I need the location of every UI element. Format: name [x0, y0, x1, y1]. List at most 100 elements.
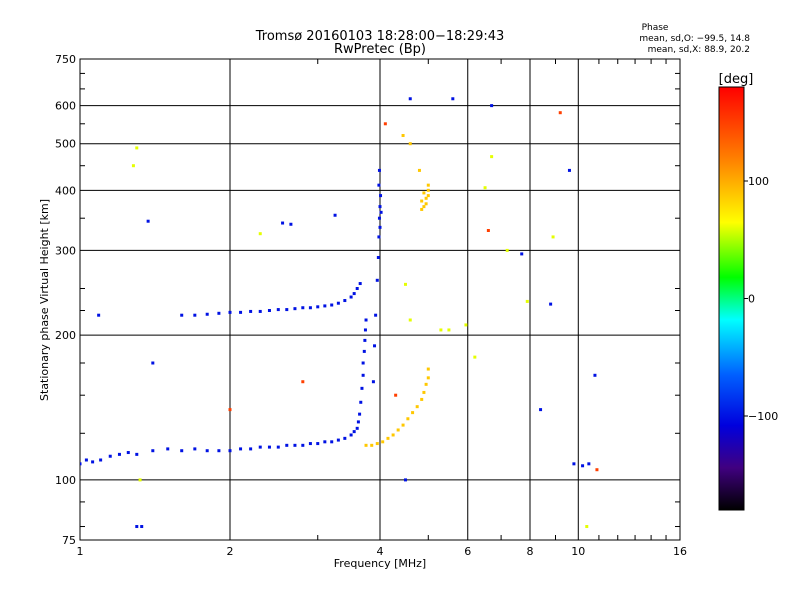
- data-point: [140, 525, 144, 529]
- data-point: [417, 168, 421, 172]
- data-point: [323, 304, 327, 308]
- x-tick-label: 6: [464, 545, 471, 558]
- data-point: [193, 447, 197, 451]
- data-point: [330, 303, 334, 307]
- data-point: [131, 164, 135, 168]
- data-point: [333, 213, 337, 217]
- data-point: [308, 442, 312, 446]
- data-point: [375, 278, 379, 282]
- data-point: [359, 400, 363, 404]
- data-point: [343, 299, 347, 303]
- data-point: [99, 458, 103, 462]
- data-point: [386, 436, 390, 440]
- colorbar-tick-label: −100: [748, 410, 778, 423]
- phase-info-x: mean, sd,X: 88.9, 20.2: [648, 45, 750, 55]
- data-point: [420, 397, 424, 401]
- colorbar: [718, 86, 745, 511]
- data-point: [549, 302, 553, 306]
- data-point: [293, 307, 297, 311]
- data-point: [426, 367, 430, 371]
- data-point: [379, 194, 383, 198]
- data-point: [376, 255, 380, 259]
- grid-lines: [80, 59, 680, 540]
- data-point: [358, 282, 362, 286]
- data-point: [258, 309, 262, 313]
- data-point: [267, 445, 271, 449]
- data-point: [378, 225, 382, 229]
- data-point: [336, 301, 340, 305]
- x-axis-label: Frequency [MHz]: [334, 557, 426, 570]
- data-point: [406, 417, 410, 421]
- data-point: [401, 423, 405, 427]
- data-point: [424, 196, 428, 200]
- data-point: [377, 183, 381, 187]
- colorbar-ticks: 100 0 −100: [744, 175, 778, 423]
- data-point: [91, 460, 95, 464]
- data-point: [374, 313, 378, 317]
- y-tick-label: 500: [55, 138, 76, 151]
- data-point: [180, 313, 184, 317]
- data-point: [422, 191, 426, 195]
- data-point: [217, 311, 221, 315]
- data-point: [520, 252, 524, 256]
- y-tick-label: 400: [55, 184, 76, 197]
- data-point: [166, 447, 170, 451]
- data-point: [343, 436, 347, 440]
- data-point: [439, 328, 443, 332]
- data-point: [267, 309, 271, 313]
- data-point: [228, 310, 232, 314]
- data-point: [364, 443, 368, 447]
- data-point: [424, 202, 428, 206]
- data-point: [551, 235, 555, 239]
- data-point: [276, 445, 280, 449]
- data-point: [525, 299, 529, 303]
- data-point: [408, 142, 412, 146]
- x-tick-label: 8: [527, 545, 534, 558]
- y-tick-label: 200: [55, 329, 76, 342]
- data-point: [336, 438, 340, 442]
- data-point: [363, 328, 367, 332]
- data-point: [426, 183, 430, 187]
- y-tick-label: 300: [55, 244, 76, 257]
- data-point: [285, 443, 289, 447]
- data-point: [135, 452, 139, 456]
- y-tick-label: 750: [55, 53, 76, 66]
- data-point: [558, 111, 562, 115]
- data-point: [180, 449, 184, 453]
- data-point: [424, 382, 428, 386]
- data-point: [426, 188, 430, 192]
- data-point: [422, 205, 426, 209]
- data-point: [151, 449, 155, 453]
- data-point: [451, 97, 455, 101]
- data-point: [379, 210, 383, 214]
- phase-info-title: Phase: [642, 23, 669, 33]
- data-point: [375, 442, 379, 446]
- data-point: [383, 122, 387, 126]
- data-point: [84, 458, 88, 462]
- data-point: [205, 449, 209, 453]
- data-point: [464, 323, 468, 327]
- data-point: [249, 447, 253, 451]
- data-points: [80, 97, 599, 529]
- data-point: [360, 386, 364, 390]
- y-tick-label: 100: [55, 474, 76, 487]
- data-point: [396, 428, 400, 432]
- data-point: [316, 442, 320, 446]
- data-point: [308, 306, 312, 310]
- data-point: [301, 443, 305, 447]
- data-point: [126, 451, 130, 455]
- data-point: [473, 355, 477, 359]
- data-point: [239, 447, 243, 451]
- data-point: [426, 194, 430, 198]
- data-point: [595, 468, 599, 472]
- x-tick-label: 4: [377, 545, 384, 558]
- data-point: [364, 318, 368, 322]
- data-point: [330, 440, 334, 444]
- data-point: [349, 433, 353, 437]
- data-point: [358, 412, 362, 416]
- data-point: [377, 235, 381, 239]
- data-point: [135, 525, 139, 529]
- data-point: [289, 222, 293, 226]
- data-point: [394, 393, 398, 397]
- data-point: [426, 376, 430, 380]
